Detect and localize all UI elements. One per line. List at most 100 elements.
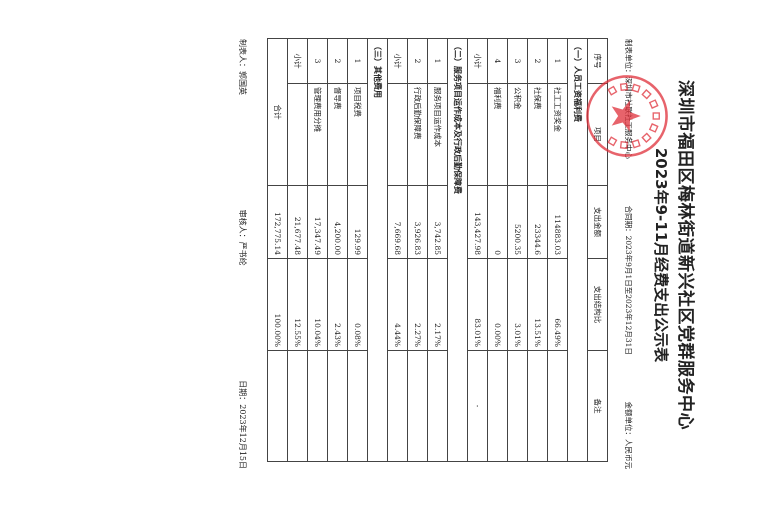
subtotal-amount: 21,677.48 xyxy=(287,185,308,259)
total-row: 合计 172,775.14 100.00% xyxy=(267,38,288,462)
document-title: 深圳市福田区梅林街道新兴社区党群服务中心 xyxy=(675,80,695,430)
seal-glyph-mark xyxy=(641,132,652,143)
row-amount: 129.99 xyxy=(347,185,368,259)
table-row: 2 社保费 23344.6 13.51% xyxy=(527,38,548,462)
total-label: 合计 xyxy=(267,38,288,186)
row-item: 福利费 xyxy=(487,83,508,186)
row-amount: 0 xyxy=(487,185,508,259)
table-row: 3 公积金 5200.35 3.01% xyxy=(507,38,528,462)
subtotal-ratio: 83.01% xyxy=(467,258,488,351)
row-amount: 17,347.49 xyxy=(307,185,328,259)
row-index: 4 xyxy=(487,38,508,84)
row-index: 2 xyxy=(407,38,428,84)
contract-period: 合同期：2023年9月1日至2023年12月31日 xyxy=(624,205,633,355)
subtotal-ratio: 12.55% xyxy=(287,258,308,351)
subtotal-label: 小计 xyxy=(387,38,408,84)
row-index: 1 xyxy=(427,38,448,84)
subtotal-row: 小计 7,669.68 4.44% xyxy=(387,38,408,462)
date: 日期：2023年12月15日 xyxy=(238,380,247,469)
row-ratio: 0.08% xyxy=(347,258,368,351)
row-item: 管理费用分摊 xyxy=(307,83,328,186)
row-note xyxy=(407,350,428,462)
row-amount: 5200.35 xyxy=(507,185,528,259)
row-item: 公积金 xyxy=(507,83,528,186)
table-row: 1 服务项目运作成本 3,742.85 2.17% xyxy=(427,38,448,462)
section-title: （一）人员工资福利费 xyxy=(567,38,588,462)
row-note xyxy=(487,350,508,462)
subtotal-label: 小计 xyxy=(467,38,488,84)
subtotal-note xyxy=(387,350,408,462)
subtotal-note xyxy=(287,350,308,462)
subtotal-amount: 7,669.68 xyxy=(387,185,408,259)
row-item: 督导费 xyxy=(327,83,348,186)
rotated-document-page: 深圳市福田区梅林街道新兴社区党群服务中心 2023年9-11月经费支出公示表 制… xyxy=(230,25,710,485)
row-ratio: 66.49% xyxy=(547,258,568,351)
total-ratio: 100.00% xyxy=(267,258,288,351)
table-row: 2 督导费 4,200.00 2.43% xyxy=(327,38,348,462)
column-header: 序号 xyxy=(587,38,608,84)
column-header: 支出金额 xyxy=(587,185,608,259)
row-amount: 23344.6 xyxy=(527,185,548,259)
section-row: （一）人员工资福利费 xyxy=(567,38,588,462)
total-amount: 172,775.14 xyxy=(267,185,288,259)
row-ratio: 2.27% xyxy=(407,258,428,351)
row-ratio: 2.17% xyxy=(427,258,448,351)
section-row: （三）其他费用 xyxy=(367,38,388,462)
row-note xyxy=(327,350,348,462)
row-note xyxy=(347,350,368,462)
row-note xyxy=(527,350,548,462)
row-ratio: 2.43% xyxy=(327,258,348,351)
table-row: 2 行政后勤保障费 3,926.83 2.27% xyxy=(407,38,428,462)
row-ratio: 13.51% xyxy=(527,258,548,351)
row-index: 1 xyxy=(347,38,368,84)
reviewer: 审核人：严书纶 xyxy=(238,209,247,266)
subtotal-amount: 143,427.98 xyxy=(467,185,488,259)
row-index: 2 xyxy=(327,38,348,84)
row-amount: 3,742.85 xyxy=(427,185,448,259)
subtotal-item-blank xyxy=(287,83,308,186)
column-header: 支出结构比 xyxy=(587,258,608,351)
total-note xyxy=(267,350,288,462)
column-header: 项目 xyxy=(587,83,608,186)
table-row: 4 福利费 0 0.00% xyxy=(487,38,508,462)
table-row: 1 社工工资奖金 114883.03 66.49% xyxy=(547,38,568,462)
subtotal-ratio: 4.44% xyxy=(387,258,408,351)
column-header: 备注 xyxy=(587,350,608,462)
row-index: 2 xyxy=(527,38,548,84)
row-note xyxy=(547,350,568,462)
seal-glyph-mark xyxy=(607,136,618,147)
subtotal-label: 小计 xyxy=(287,38,308,84)
row-amount: 4,200.00 xyxy=(327,185,348,259)
row-index: 1 xyxy=(547,38,568,84)
section-title: （三）其他费用 xyxy=(367,38,388,462)
subtotal-item-blank xyxy=(467,83,488,186)
table-header-row: 序号 项目 支出金额 支出结构比 备注 xyxy=(587,38,608,462)
row-index: 3 xyxy=(307,38,328,84)
row-amount: 3,926.83 xyxy=(407,185,428,259)
section-title: （二）服务项目运作成本及行政后勤保障费 xyxy=(447,38,468,462)
row-note xyxy=(307,350,328,462)
prepared-unit: 制表单位：深圳市社联社工服务中心 xyxy=(624,39,633,159)
row-amount: 114883.03 xyxy=(547,185,568,259)
row-ratio: 0.00% xyxy=(487,258,508,351)
row-item: 行政后勤保障费 xyxy=(407,83,428,186)
row-note xyxy=(507,350,528,462)
table-row: 1 项目税费 129.99 0.08% xyxy=(347,38,368,462)
row-index: 3 xyxy=(507,38,528,84)
section-row: （二）服务项目运作成本及行政后勤保障费 xyxy=(447,38,468,462)
row-item: 社工工资奖金 xyxy=(547,83,568,186)
currency-unit: 金额单位：人民币元 xyxy=(624,401,633,470)
row-note xyxy=(427,350,448,462)
preparer: 制表人：郭国英 xyxy=(238,39,247,95)
document-subtitle: 2023年9-11月经费支出公示表 xyxy=(652,147,670,363)
signature-footer: 制表人：郭国英 审核人：严书纶 日期：2023年12月15日 xyxy=(237,39,248,469)
row-item: 项目税费 xyxy=(347,83,368,186)
subtotal-note: - xyxy=(467,350,488,462)
row-item: 社保费 xyxy=(527,83,548,186)
row-ratio: 3.01% xyxy=(507,258,528,351)
subtotal-item-blank xyxy=(387,83,408,186)
expense-table: 序号 项目 支出金额 支出结构比 备注 （一）人员工资福利费 1 社工工资奖金 114883.… xyxy=(267,38,608,462)
subtotal-row: 小计 143,427.98 83.01% - xyxy=(467,38,488,462)
table-row: 3 管理费用分摊 17,347.49 10.04% xyxy=(307,38,328,462)
seal-glyph-mark xyxy=(641,89,652,100)
